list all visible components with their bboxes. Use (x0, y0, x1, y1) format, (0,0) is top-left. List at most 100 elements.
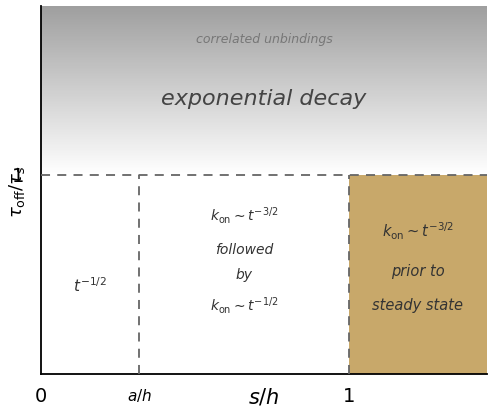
Bar (41, 139, 487, 140)
Bar (41, 144, 487, 145)
Bar (41, 154, 487, 155)
Bar (41, 14, 487, 15)
Bar (41, 135, 487, 136)
Bar (41, 80, 487, 81)
Bar (41, 44, 487, 45)
Bar (41, 38, 487, 39)
Bar (41, 53, 487, 54)
Bar (41, 119, 487, 120)
Bar (41, 165, 487, 166)
Bar (41, 113, 487, 114)
Bar (41, 121, 487, 123)
Bar (41, 112, 487, 113)
Bar (41, 172, 487, 173)
Text: $k_{\mathrm{on}} \sim t^{-1/2}$: $k_{\mathrm{on}} \sim t^{-1/2}$ (210, 294, 278, 315)
Bar (41, 28, 487, 29)
Bar (41, 117, 487, 118)
Bar (41, 147, 487, 148)
Bar (41, 27, 487, 28)
Bar (41, 97, 487, 98)
Bar (41, 12, 487, 13)
Bar (41, 163, 487, 164)
Text: exponential decay: exponential decay (162, 89, 367, 109)
Bar (41, 76, 487, 77)
Bar (41, 124, 487, 125)
Bar (41, 39, 487, 40)
Bar (41, 129, 487, 130)
Bar (41, 166, 487, 167)
Bar (41, 35, 487, 36)
Bar (41, 22, 487, 23)
Bar (41, 48, 487, 49)
Bar (41, 91, 487, 92)
Bar (41, 96, 487, 97)
Bar (41, 126, 487, 127)
Bar (41, 79, 487, 80)
Bar (41, 138, 487, 139)
Bar (41, 170, 487, 171)
Bar (41, 160, 487, 161)
Bar (41, 72, 487, 73)
Text: $k_{\mathrm{on}} \sim t^{-3/2}$: $k_{\mathrm{on}} \sim t^{-3/2}$ (382, 221, 454, 242)
Bar (41, 7, 487, 8)
Bar (41, 58, 487, 59)
Bar (41, 65, 487, 66)
Bar (41, 130, 487, 131)
Bar (41, 101, 487, 102)
Bar (41, 108, 487, 109)
Text: $a/h$: $a/h$ (127, 386, 152, 403)
Bar (41, 134, 487, 135)
Bar (41, 13, 487, 14)
Bar (41, 32, 487, 33)
Bar (41, 25, 487, 26)
Bar (41, 175, 487, 176)
Bar (41, 150, 487, 151)
Bar (41, 111, 487, 112)
Bar (349, 176, 487, 374)
Bar (41, 110, 487, 111)
Bar (41, 30, 487, 31)
Bar (41, 71, 487, 72)
Bar (41, 149, 487, 150)
Bar (41, 156, 487, 157)
Bar (41, 63, 487, 64)
Bar (41, 104, 487, 105)
Bar (41, 85, 487, 86)
Bar (41, 50, 487, 51)
Bar (41, 11, 487, 12)
Bar (41, 47, 487, 48)
Bar (41, 87, 487, 88)
Bar (41, 120, 487, 121)
Bar (41, 146, 487, 147)
Bar (41, 133, 487, 134)
Bar (41, 55, 487, 56)
Bar (41, 171, 487, 172)
Bar (41, 17, 487, 18)
Bar (41, 43, 487, 44)
Bar (41, 106, 487, 107)
Bar (41, 153, 487, 154)
Text: by: by (236, 268, 252, 282)
Bar (41, 141, 487, 142)
Bar (41, 84, 487, 85)
Bar (41, 94, 487, 95)
Bar (41, 8, 487, 9)
Bar (41, 60, 487, 61)
Bar (41, 81, 487, 82)
Bar (41, 174, 487, 175)
Bar (41, 159, 487, 160)
Text: prior to: prior to (391, 263, 445, 278)
Bar (41, 82, 487, 83)
Bar (41, 66, 487, 67)
Bar (41, 164, 487, 165)
Bar (41, 162, 487, 163)
Bar (41, 62, 487, 63)
Bar (41, 102, 487, 103)
Bar (41, 21, 487, 22)
Bar (41, 99, 487, 100)
Bar (41, 169, 487, 170)
Bar (41, 176, 487, 374)
Bar (41, 173, 487, 174)
X-axis label: $s/h$: $s/h$ (248, 385, 280, 406)
Bar (41, 68, 487, 69)
